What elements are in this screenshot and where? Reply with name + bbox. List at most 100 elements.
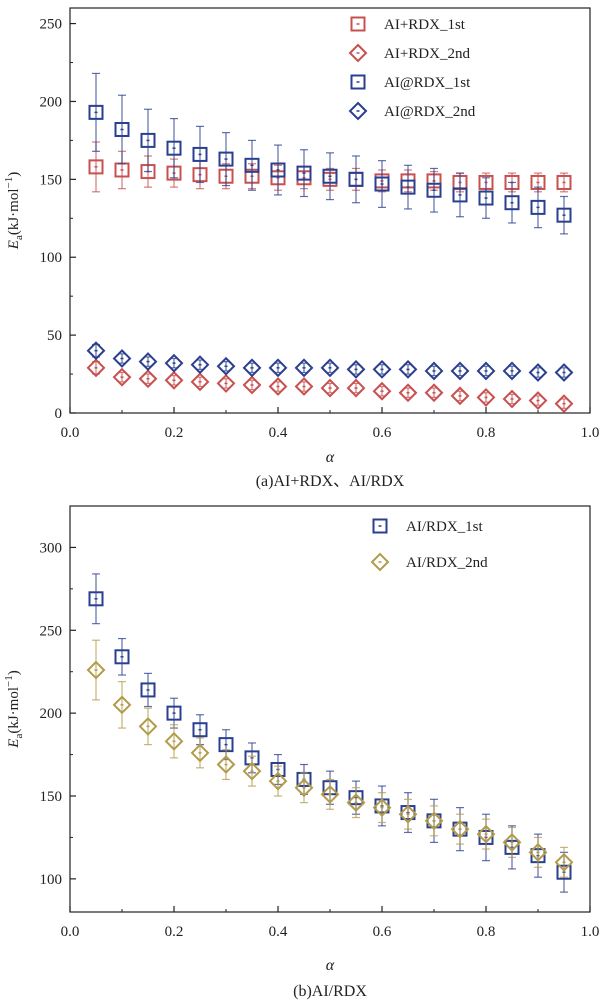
data-point	[424, 811, 444, 831]
data-point	[86, 358, 106, 378]
legend-entry: AI+RDX_2nd	[348, 43, 470, 63]
data-point-outline	[346, 378, 366, 398]
data-point	[502, 361, 522, 381]
data-point-outline	[138, 352, 158, 372]
y-tick-label: 150	[40, 789, 63, 805]
data-point	[372, 381, 392, 401]
data-point	[140, 132, 156, 148]
data-point	[556, 174, 572, 190]
legend-label: AI/RDX_1st	[406, 519, 484, 535]
data-point	[270, 162, 286, 178]
data-point-outline	[112, 695, 132, 715]
data-point	[216, 356, 236, 376]
data-point	[164, 353, 184, 373]
legend-entry: AI/RDX_1st	[372, 518, 484, 535]
legend-marker-outline	[370, 552, 390, 572]
data-point	[502, 389, 522, 409]
data-point-outline	[270, 162, 286, 178]
legend-marker-outline	[372, 518, 388, 534]
y-axis-label: Ea(kJ·mol−1)	[3, 172, 25, 250]
data-point-outline	[216, 373, 236, 393]
data-point	[268, 377, 288, 396]
data-point-outline	[320, 358, 340, 378]
data-point	[320, 358, 340, 378]
data-point-outline	[88, 104, 104, 120]
data-point	[190, 743, 210, 763]
x-tick-label: 0.0	[61, 425, 80, 441]
x-tick-label: 1.0	[581, 924, 600, 940]
data-point-outline	[294, 358, 314, 378]
data-point-outline	[450, 386, 470, 406]
legend-marker	[372, 518, 388, 534]
data-point-outline	[268, 771, 288, 791]
data-point	[138, 352, 158, 372]
data-point	[190, 372, 210, 392]
legend-label: AI+RDX_2nd	[384, 46, 470, 62]
x-tick-label: 0.8	[477, 924, 496, 940]
data-point-outline	[114, 649, 130, 665]
data-point-outline	[140, 682, 156, 698]
data-point-outline	[554, 852, 574, 872]
data-point-outline	[192, 722, 208, 738]
data-point-outline	[88, 591, 104, 607]
data-point	[528, 363, 548, 382]
data-point-outline	[114, 122, 130, 137]
data-point-outline	[424, 383, 444, 403]
data-point	[528, 391, 548, 410]
y-tick-label: 0	[55, 406, 63, 422]
data-point	[140, 682, 156, 698]
data-point-outline	[450, 361, 470, 381]
data-point	[88, 104, 104, 120]
data-point	[86, 660, 106, 680]
data-point-outline	[348, 171, 364, 187]
y-tick-label: 250	[40, 623, 63, 639]
data-point-outline	[86, 358, 106, 378]
x-axis-label: α	[326, 449, 335, 466]
data-point-outline	[452, 187, 468, 203]
y-tick-label: 250	[40, 17, 63, 33]
data-point-outline	[476, 824, 496, 844]
data-point	[192, 722, 208, 738]
legend-marker-outline	[350, 16, 366, 32]
y-tick-label: 100	[40, 872, 63, 888]
data-point-outline	[88, 159, 104, 175]
data-point	[166, 705, 182, 721]
data-point-outline	[320, 378, 340, 398]
legend-entry: AI+RDX_1st	[350, 16, 466, 33]
legend-marker-outline	[348, 43, 368, 63]
data-point-outline	[138, 369, 158, 389]
data-point	[192, 146, 208, 162]
data-point	[242, 358, 262, 378]
legend-marker-outline	[350, 74, 366, 90]
legend-marker	[370, 552, 390, 572]
data-point	[424, 361, 444, 381]
data-point	[164, 370, 184, 390]
data-point	[114, 122, 130, 137]
data-point-outline	[164, 353, 184, 373]
data-point	[450, 819, 470, 839]
data-point-outline	[554, 363, 574, 382]
data-point-outline	[296, 165, 312, 181]
data-point	[114, 649, 130, 665]
data-point	[216, 373, 236, 393]
x-tick-label: 0.6	[373, 425, 392, 441]
data-point	[190, 355, 210, 375]
data-point	[166, 140, 182, 156]
panel-b-caption: (b)AI/RDX	[293, 983, 367, 1000]
data-point	[530, 199, 546, 215]
data-point-outline	[294, 778, 314, 798]
data-point	[112, 695, 132, 715]
data-point-outline	[86, 660, 106, 680]
data-point-outline	[164, 731, 184, 751]
data-point	[554, 363, 574, 382]
data-point-outline	[476, 388, 496, 407]
data-point	[556, 207, 572, 223]
legend-label: AI/RDX_2nd	[406, 555, 488, 571]
data-point-outline	[268, 377, 288, 396]
data-point-outline	[476, 361, 496, 381]
data-point-outline	[190, 372, 210, 392]
panel-a-chart: 0.0 0.2 0.4 0.6 0.8 1.0 0 50 100 150 200 250 α Ea(kJ·…	[3, 7, 599, 466]
data-point-outline	[322, 168, 338, 184]
data-point	[138, 716, 158, 736]
panel-a-caption: (a)AI+RDX、AI/RDX	[256, 473, 405, 490]
